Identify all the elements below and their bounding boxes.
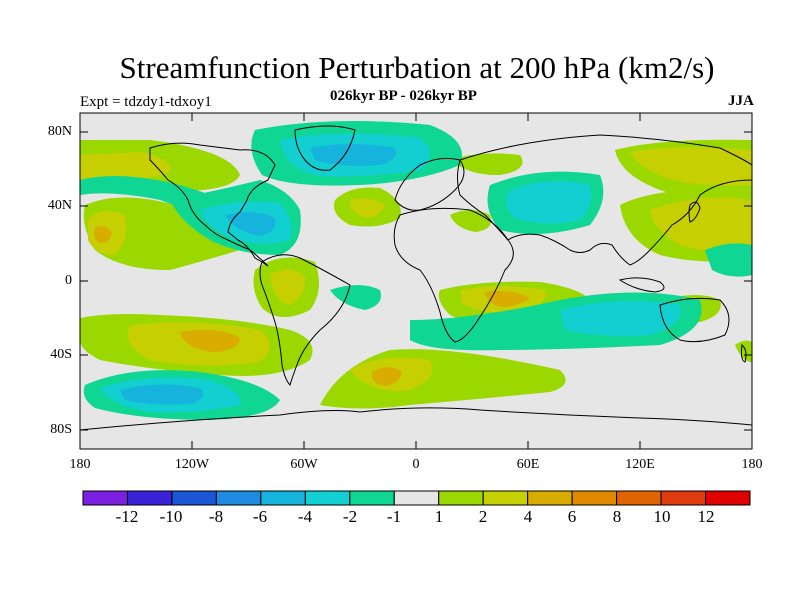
lon-label-60w: 60W bbox=[290, 457, 318, 472]
coast-africa bbox=[393, 207, 514, 343]
positive-region-eurasia-north bbox=[450, 153, 523, 176]
lon-label-120e: 120E bbox=[625, 457, 655, 472]
coast-australia bbox=[659, 297, 730, 343]
colorbar-swatch bbox=[527, 490, 573, 506]
negative-region-arctic-atlantic-center bbox=[310, 144, 396, 166]
colorbar-label: -2 bbox=[342, 507, 358, 526]
experiment-label: Expt = tdzdy1-tdxoy1 bbox=[80, 94, 212, 110]
lon-label-120w: 120W bbox=[174, 457, 210, 472]
lon-label-180w: 180 bbox=[69, 457, 91, 472]
coast-greenland bbox=[294, 125, 356, 171]
colorbar-label: 1 bbox=[434, 507, 444, 526]
negative-region-north-pacific-right bbox=[705, 243, 752, 277]
colorbar-label: 8 bbox=[612, 507, 622, 526]
colorbar-swatch bbox=[82, 490, 128, 506]
colorbar-swatch bbox=[571, 490, 618, 506]
colorbar-swatch bbox=[126, 490, 173, 506]
negative-region-central-asia-core bbox=[506, 181, 592, 224]
negative-region-tropical-atlantic bbox=[330, 285, 381, 310]
positive-region-north-pacific-east-peak bbox=[94, 226, 112, 244]
lat-label-40s: 40S bbox=[50, 347, 72, 362]
coastlines bbox=[80, 125, 752, 431]
lat-label-40n: 40N bbox=[47, 198, 72, 213]
positive-region-north-atlantic-core bbox=[350, 198, 385, 218]
colorbar-swatch bbox=[482, 490, 529, 506]
colorbar-label: -4 bbox=[297, 507, 313, 526]
positive-region-north-asia-core bbox=[630, 146, 752, 186]
positive-region-south-america-north-core bbox=[270, 269, 305, 305]
colorbar-swatch bbox=[349, 490, 395, 506]
colorbar-swatch bbox=[393, 490, 440, 506]
colorbar-swatch bbox=[260, 490, 306, 506]
colorbar-swatch bbox=[304, 490, 351, 506]
colorbar-swatch bbox=[705, 490, 751, 506]
season-label: JJA bbox=[728, 93, 754, 109]
colorbar-label: -8 bbox=[208, 507, 224, 526]
colorbar-label: -6 bbox=[252, 507, 268, 526]
positive-region-southern-africa-peak bbox=[485, 290, 530, 307]
map-title: Streamfunction Perturbation at 200 hPa (… bbox=[119, 50, 715, 85]
positive-region-north-pacific-west-core bbox=[80, 152, 171, 181]
coast-eurasia bbox=[457, 134, 752, 266]
colorbar-label: -12 bbox=[115, 507, 139, 526]
colorbar-label: 6 bbox=[567, 507, 577, 526]
negative-region-southern-ocean-center bbox=[120, 384, 204, 405]
anomaly-contours bbox=[80, 121, 752, 420]
colorbar-label: 2 bbox=[478, 507, 488, 526]
colorbar-label: -1 bbox=[386, 507, 402, 526]
coast-antarctica bbox=[80, 407, 752, 431]
colorbar-swatch bbox=[215, 490, 262, 506]
colorbar-label: 12 bbox=[697, 507, 715, 526]
coast-new-zealand bbox=[740, 344, 747, 363]
period-subtitle: 026kyr BP - 026kyr BP bbox=[330, 88, 477, 104]
colorbar-label: -10 bbox=[159, 507, 183, 526]
axis-ticks bbox=[79, 113, 753, 449]
negative-region-north-america-center bbox=[225, 212, 276, 236]
coast-maritime bbox=[618, 277, 665, 293]
colorbar bbox=[82, 490, 751, 506]
coast-south-america bbox=[259, 254, 351, 386]
negative-region-south-indian-core bbox=[560, 301, 681, 336]
colorbar-swatch bbox=[171, 490, 217, 506]
positive-region-east-asia-core bbox=[650, 197, 752, 252]
lon-label-180e: 180 bbox=[741, 457, 763, 472]
colorbar-swatch bbox=[660, 490, 707, 506]
positive-region-south-pacific-peak bbox=[180, 330, 240, 352]
coast-north-america bbox=[149, 142, 276, 267]
lon-label-0: 0 bbox=[412, 457, 420, 472]
colorbar-swatch bbox=[438, 490, 484, 506]
lat-label-80s: 80S bbox=[50, 422, 72, 437]
lat-label-80n: 80N bbox=[47, 124, 72, 139]
colorbar-label: 10 bbox=[653, 507, 671, 526]
colorbar-label: 4 bbox=[523, 507, 533, 526]
positive-region-far-south-east bbox=[735, 340, 752, 362]
lon-label-60e: 60E bbox=[516, 457, 540, 472]
lat-label-eq: 0 bbox=[65, 273, 72, 288]
colorbar-swatch bbox=[616, 490, 662, 506]
coast-japan bbox=[688, 201, 701, 223]
positive-region-south-atlantic-peak bbox=[371, 367, 402, 386]
